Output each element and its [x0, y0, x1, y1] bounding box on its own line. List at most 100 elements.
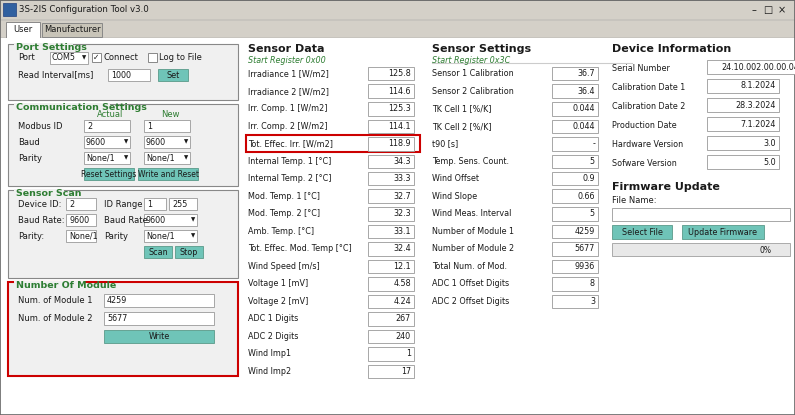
Text: Modbus ID: Modbus ID [18, 122, 63, 130]
Text: 3S-2IS Configuration Tool v3.0: 3S-2IS Configuration Tool v3.0 [19, 5, 149, 15]
Text: Wind Offset: Wind Offset [432, 174, 479, 183]
Bar [0, 0, 795, 20]
Bar [50, 52, 88, 64]
Bar [66, 198, 96, 210]
Text: Serial Number: Serial Number [612, 64, 670, 73]
Text: Reset Settings: Reset Settings [81, 169, 137, 178]
Text: Number Of Module: Number Of Module [16, 281, 116, 290]
Text: Tot. Effec. Irr. [W/m2]: Tot. Effec. Irr. [W/m2] [248, 139, 333, 148]
Bar [612, 225, 672, 239]
Bar [368, 172, 414, 186]
Bar [552, 242, 598, 256]
Text: 3: 3 [590, 297, 595, 306]
Bar [66, 230, 96, 242]
Text: 12.1: 12.1 [394, 262, 411, 271]
Text: 5.0: 5.0 [763, 158, 776, 166]
Text: Total Num. of Mod.: Total Num. of Mod. [432, 262, 507, 271]
Text: 4259: 4259 [107, 296, 127, 305]
Bar [368, 120, 414, 133]
Bar [144, 198, 166, 210]
Bar [84, 120, 130, 132]
Text: 8: 8 [590, 279, 595, 288]
Text: Internal Temp. 1 [°C]: Internal Temp. 1 [°C] [248, 157, 332, 166]
Bar [14, 103, 111, 112]
Bar [8, 190, 238, 278]
Bar [368, 347, 414, 361]
Bar [8, 44, 238, 100]
Bar [552, 172, 598, 186]
Bar [66, 214, 96, 226]
Bar [144, 246, 172, 258]
Text: Temp. Sens. Count.: Temp. Sens. Count. [432, 157, 509, 166]
Text: ▼: ▼ [184, 156, 188, 161]
Text: Voltage 1 [mV]: Voltage 1 [mV] [248, 279, 308, 288]
Bar [144, 152, 190, 164]
Text: Actual: Actual [97, 110, 123, 119]
Text: Wind Imp2: Wind Imp2 [248, 367, 291, 376]
Text: 5677: 5677 [575, 244, 595, 253]
Text: Write and Reset: Write and Reset [138, 169, 199, 178]
Text: ADC 2 Offset Digits: ADC 2 Offset Digits [432, 297, 510, 306]
Bar [368, 242, 414, 256]
Text: Manufacturer: Manufacturer [44, 25, 100, 34]
Text: Hardware Version: Hardware Version [612, 140, 683, 149]
Text: Calibration Date 2: Calibration Date 2 [612, 102, 685, 111]
Text: TK Cell 2 [%/K]: TK Cell 2 [%/K] [432, 122, 491, 131]
Text: 267: 267 [396, 314, 411, 323]
Text: Stop: Stop [180, 247, 198, 256]
Text: None/1: None/1 [86, 154, 114, 163]
Text: Baud Rate:: Baud Rate: [18, 215, 64, 225]
Text: Port: Port [18, 54, 35, 63]
Text: 34.3: 34.3 [394, 157, 411, 166]
Text: Communication Settings: Communication Settings [16, 103, 147, 112]
Text: Number of Module 1: Number of Module 1 [432, 227, 514, 236]
Text: 2: 2 [87, 122, 92, 130]
Bar [552, 137, 598, 151]
Text: 32.3: 32.3 [394, 209, 411, 218]
Text: Connect: Connect [103, 54, 138, 63]
Bar [84, 152, 130, 164]
Text: Internal Temp. 2 [°C]: Internal Temp. 2 [°C] [248, 174, 332, 183]
Bar [612, 243, 790, 256]
Text: Sensor Data: Sensor Data [248, 44, 324, 54]
Bar [3, 3, 16, 16]
Bar [552, 207, 598, 220]
Text: 1000: 1000 [111, 71, 131, 80]
Text: t90 [s]: t90 [s] [432, 139, 458, 148]
Bar [368, 259, 414, 273]
Bar [552, 154, 598, 168]
Bar [8, 104, 238, 186]
Bar [682, 225, 764, 239]
Text: 9600: 9600 [69, 215, 89, 225]
Text: 125.3: 125.3 [388, 104, 411, 113]
Text: Sensor 2 Calibration: Sensor 2 Calibration [432, 87, 514, 96]
Bar [175, 246, 203, 258]
Bar [707, 136, 779, 150]
Bar [368, 190, 414, 203]
Text: 125.8: 125.8 [388, 69, 411, 78]
Text: Firmware Update: Firmware Update [612, 182, 720, 192]
Text: 32.4: 32.4 [394, 244, 411, 253]
Text: Irr. Comp. 1 [W/m2]: Irr. Comp. 1 [W/m2] [248, 104, 328, 113]
Text: 8.1.2024: 8.1.2024 [741, 81, 776, 90]
Text: Read Interval[ms]: Read Interval[ms] [18, 71, 93, 80]
Text: 5677: 5677 [107, 314, 127, 323]
Text: Irr. Comp. 2 [W/m2]: Irr. Comp. 2 [W/m2] [248, 122, 328, 131]
Bar [144, 230, 197, 242]
Bar [14, 43, 72, 52]
Bar [104, 330, 214, 343]
Text: 24.10.002.00.00.0449: 24.10.002.00.00.0449 [721, 63, 795, 71]
Text: 0.66: 0.66 [577, 192, 595, 201]
Text: Irradiance 1 [W/m2]: Irradiance 1 [W/m2] [248, 69, 329, 78]
Text: ▼: ▼ [191, 217, 195, 222]
Text: Calibration Date 1: Calibration Date 1 [612, 83, 685, 92]
Text: 17: 17 [401, 367, 411, 376]
Text: Log to File: Log to File [159, 54, 202, 63]
Text: Scan: Scan [148, 247, 168, 256]
Text: 4.24: 4.24 [394, 297, 411, 306]
Text: Start Register 0x00: Start Register 0x00 [248, 56, 326, 65]
Text: Device Information: Device Information [612, 44, 731, 54]
Bar [368, 312, 414, 325]
Text: ▼: ▼ [191, 234, 195, 239]
Text: TK Cell 1 [%/K]: TK Cell 1 [%/K] [432, 104, 491, 113]
